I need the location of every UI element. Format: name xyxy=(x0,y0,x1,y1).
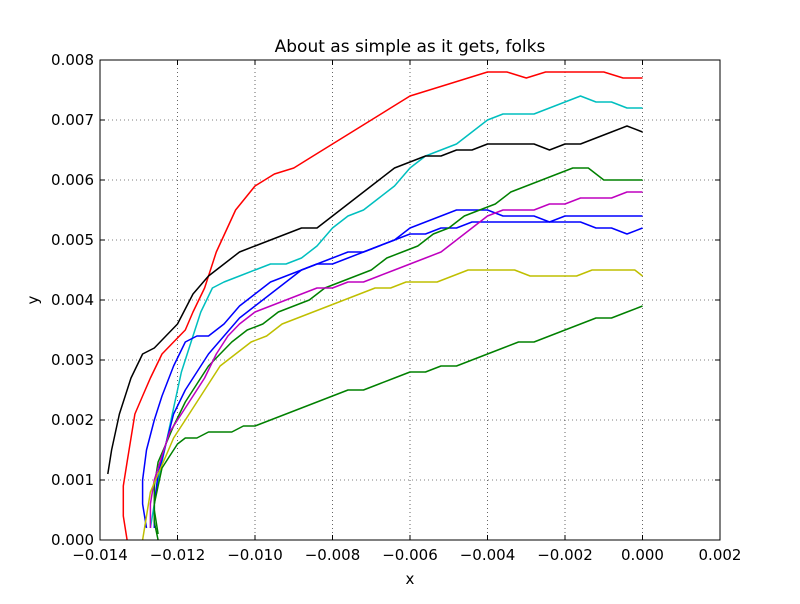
series-line-6 xyxy=(153,167,643,535)
series-line-9 xyxy=(153,305,643,541)
y-tick-label: 0.000 xyxy=(51,531,94,549)
y-tick-label: 0.003 xyxy=(51,351,94,369)
y-tick-label: 0.005 xyxy=(51,231,94,249)
x-tick-label: −0.006 xyxy=(382,546,438,564)
y-tick-label: 0.001 xyxy=(51,471,94,489)
x-tick-label: 0.002 xyxy=(699,546,742,564)
x-tick-label: −0.010 xyxy=(227,546,283,564)
x-axis: −0.014 −0.012 −0.010 −0.008 −0.006 −0.004 −0.0… xyxy=(72,60,741,564)
x-tick-label: −0.002 xyxy=(537,546,593,564)
x-tick-label: −0.008 xyxy=(305,546,361,564)
series-line-2 xyxy=(149,95,643,529)
series-line-8 xyxy=(141,269,643,541)
x-tick-label: −0.014 xyxy=(72,546,128,564)
y-axis-label: y xyxy=(24,295,42,304)
y-axis: 0.000 0.001 0.002 0.003 0.004 0.005 0.006 0.007… xyxy=(51,51,720,549)
x-axis-label: x xyxy=(406,570,415,588)
x-tick-label: −0.004 xyxy=(460,546,516,564)
chart-title: About as simple as it gets, folks xyxy=(275,37,546,57)
y-tick-label: 0.007 xyxy=(51,111,94,129)
series-line-3 xyxy=(107,125,643,475)
y-tick-label: 0.004 xyxy=(51,291,94,309)
series-line-7 xyxy=(149,191,643,528)
y-tick-label: 0.008 xyxy=(51,51,94,69)
y-tick-label: 0.002 xyxy=(51,411,94,429)
series-line-5 xyxy=(153,209,643,528)
x-tick-label: −0.012 xyxy=(150,546,206,564)
series-layer xyxy=(107,71,643,541)
series-line-4 xyxy=(141,215,643,529)
x-tick-label: 0.000 xyxy=(621,546,664,564)
y-tick-label: 0.006 xyxy=(51,171,94,189)
series-line-1 xyxy=(122,71,643,541)
